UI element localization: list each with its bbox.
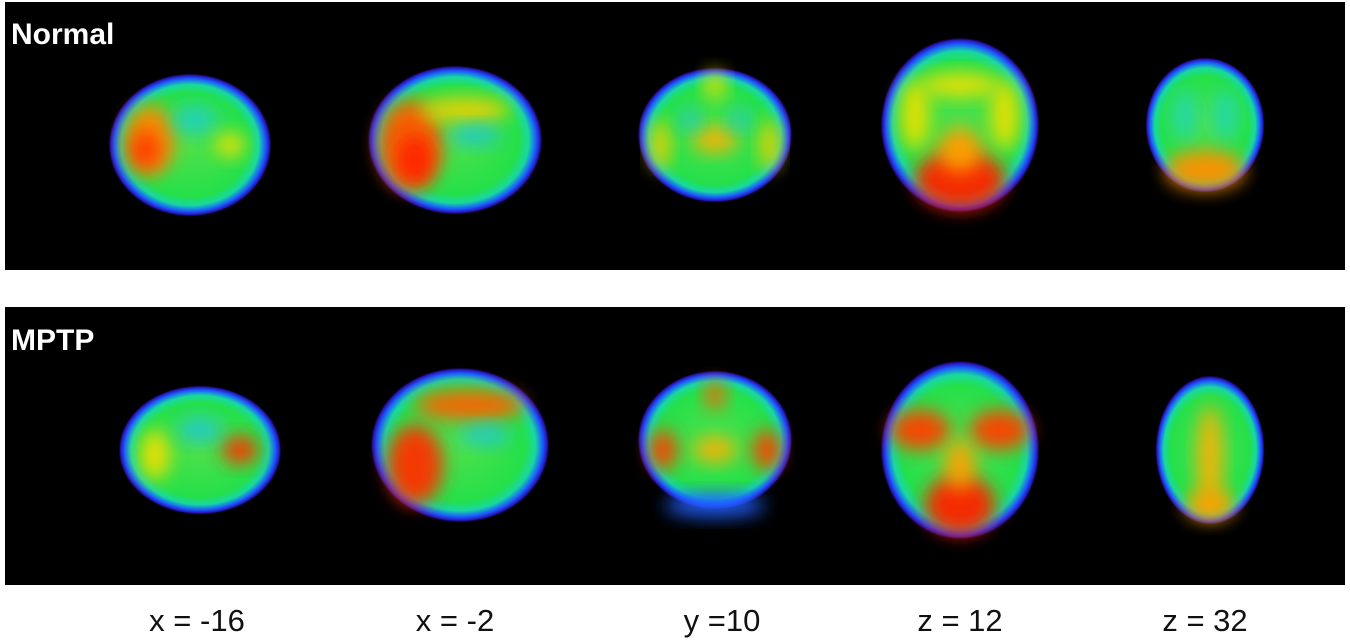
activity-spot (920, 73, 1000, 97)
activity-spot (753, 430, 781, 470)
brain-scan (118, 385, 282, 515)
activity-spot (730, 110, 750, 130)
brain-scan (880, 360, 1040, 540)
activity-spot (665, 493, 765, 517)
activity-spot (1165, 150, 1245, 190)
activity-spot (420, 98, 510, 122)
activity-spot (693, 438, 737, 462)
activity-spot (387, 425, 443, 505)
brain-scan (880, 37, 1040, 213)
activity-spot (970, 410, 1030, 450)
activity-spot (1213, 90, 1237, 140)
panel-label: MPTP (11, 324, 94, 357)
brain-scan (367, 65, 543, 215)
activity-spot (760, 120, 780, 170)
slice-label: z = 32 (1162, 603, 1247, 638)
activity-spot (680, 110, 700, 130)
slice-label: z = 12 (917, 603, 1002, 638)
activity-spot (705, 381, 725, 409)
activity-spot (460, 425, 510, 445)
slice-label: y =10 (684, 603, 761, 638)
activity-spot (1173, 90, 1197, 140)
activity-spot (650, 120, 670, 170)
figure: Normal MPTP x = -16 x = -2 y =10 z = 12 … (0, 0, 1350, 642)
panel-label: Normal (11, 18, 114, 51)
brain-scan (370, 367, 550, 523)
activity-spot (397, 135, 433, 185)
activity-spot (415, 390, 525, 420)
activity-spot (222, 436, 258, 464)
brain-scan (108, 73, 272, 217)
brain-scan (1155, 375, 1265, 525)
activity-spot (178, 418, 222, 442)
slice-label: x = -16 (149, 603, 245, 638)
activity-spot (938, 128, 982, 172)
brain-scan (637, 67, 793, 203)
activity-spot (450, 125, 500, 145)
activity-spot (945, 440, 975, 490)
activity-spot (890, 410, 950, 450)
activity-spot (130, 130, 160, 170)
activity-spot (649, 430, 677, 470)
slice-label: x = -2 (416, 603, 494, 638)
activity-spot (215, 133, 245, 157)
activity-spot (173, 106, 217, 134)
activity-spot (140, 430, 170, 480)
activity-spot (1185, 490, 1235, 520)
activity-spot (693, 128, 737, 152)
brain-scan (1145, 57, 1265, 193)
activity-spot (705, 71, 725, 99)
